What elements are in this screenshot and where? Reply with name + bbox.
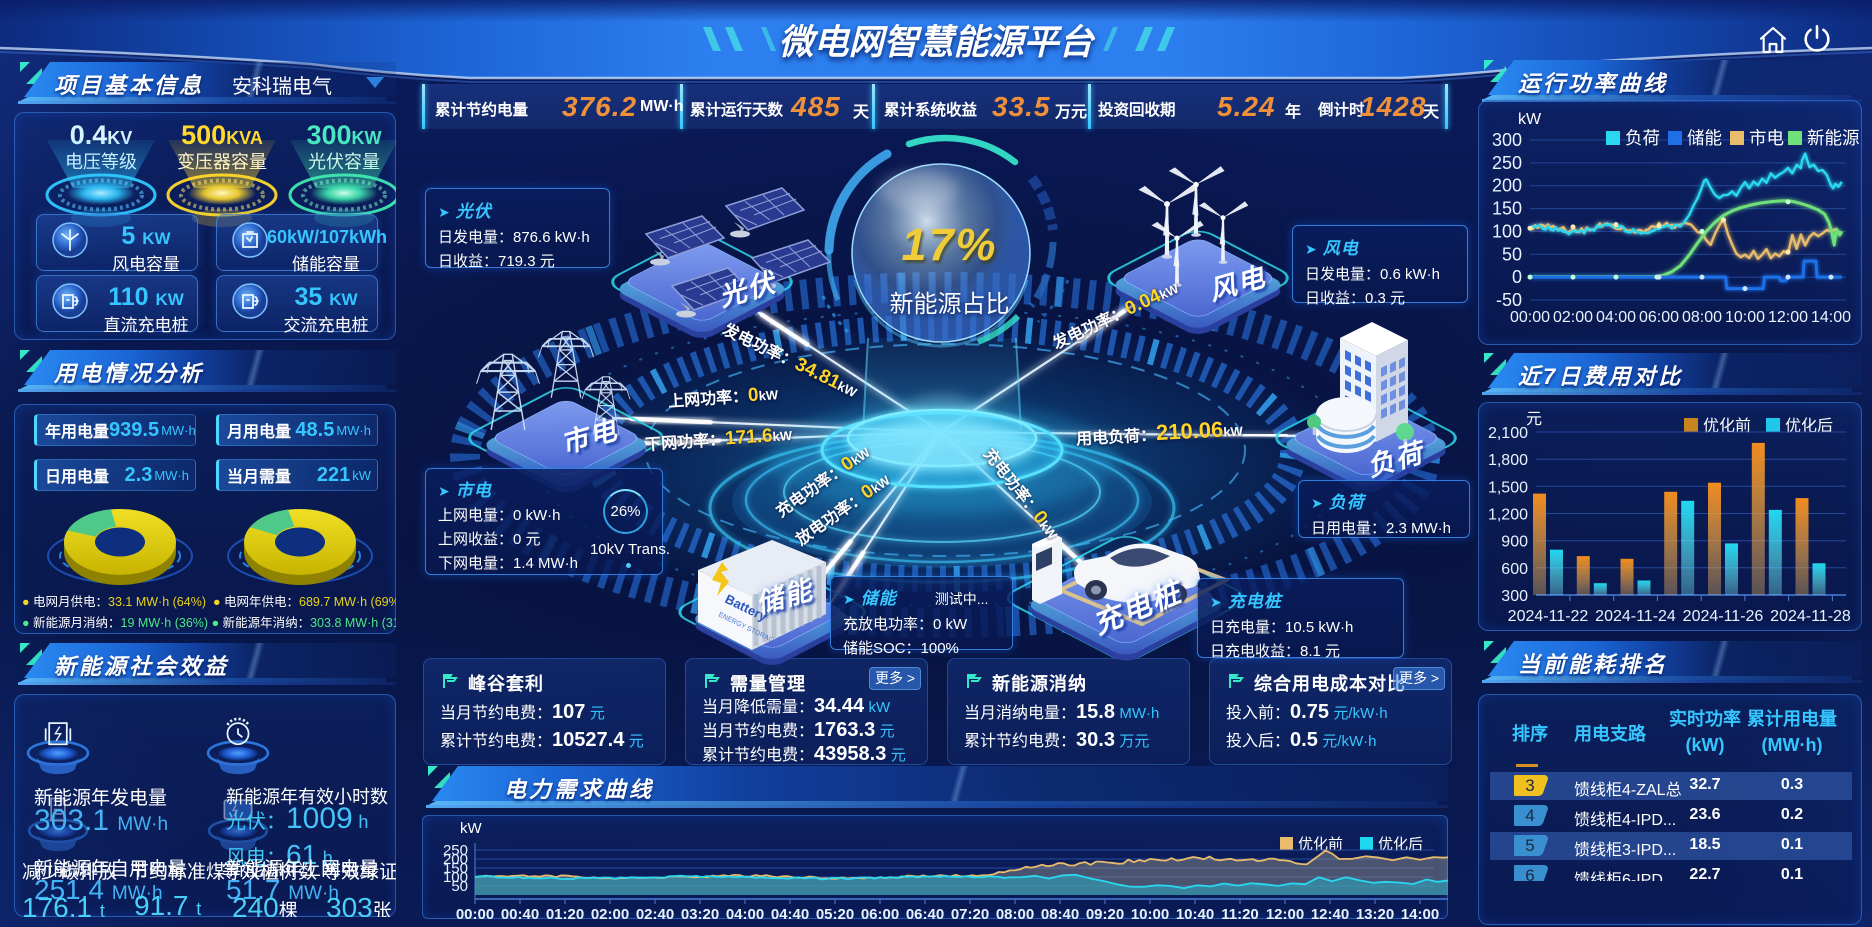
svg-text:100: 100: [443, 869, 468, 886]
svg-text:10:40: 10:40: [1176, 906, 1214, 923]
svg-text:优化前: 优化前: [1703, 417, 1751, 435]
svg-text:10:00: 10:00: [1725, 309, 1765, 326]
svg-text:50: 50: [451, 878, 468, 895]
svg-text:06:00: 06:00: [861, 906, 899, 923]
svg-text:09:20: 09:20: [1086, 906, 1124, 923]
svg-text:300: 300: [1501, 588, 1528, 605]
svg-text:06:00: 06:00: [1639, 309, 1679, 326]
svg-text:2024-11-26: 2024-11-26: [1683, 608, 1764, 625]
svg-text:100: 100: [1492, 221, 1522, 241]
svg-text:1,200: 1,200: [1488, 507, 1528, 524]
svg-text:11:20: 11:20: [1221, 906, 1259, 923]
svg-text:3: 3: [1525, 776, 1534, 795]
svg-text:2024-11-24: 2024-11-24: [1595, 608, 1676, 625]
svg-text:10:00: 10:00: [1131, 906, 1169, 923]
svg-text:储能: 储能: [1687, 128, 1722, 148]
svg-text:12:00: 12:00: [1768, 309, 1808, 326]
svg-text:4: 4: [1525, 806, 1534, 825]
svg-text:12:00: 12:00: [1266, 906, 1304, 923]
svg-text:06:40: 06:40: [906, 906, 944, 923]
svg-text:00:00: 00:00: [456, 906, 494, 923]
svg-text:04:00: 04:00: [726, 906, 764, 923]
svg-text:6: 6: [1525, 866, 1534, 881]
svg-text:13:20: 13:20: [1356, 906, 1394, 923]
svg-text:150: 150: [1492, 199, 1522, 219]
svg-text:元: 元: [1526, 411, 1542, 428]
svg-text:200: 200: [1492, 176, 1522, 196]
svg-text:5: 5: [1525, 836, 1534, 855]
svg-text:08:00: 08:00: [996, 906, 1034, 923]
svg-text:02:40: 02:40: [636, 906, 674, 923]
svg-text:2,100: 2,100: [1488, 425, 1528, 442]
svg-text:150: 150: [443, 860, 468, 877]
svg-text:05:20: 05:20: [816, 906, 854, 923]
svg-text:kW: kW: [1518, 111, 1542, 128]
svg-text:1,800: 1,800: [1488, 452, 1528, 469]
svg-text:12:40: 12:40: [1311, 906, 1349, 923]
svg-text:新能源: 新能源: [1807, 128, 1860, 148]
svg-text:00:00: 00:00: [1510, 309, 1550, 326]
svg-text:负荷: 负荷: [1625, 128, 1660, 148]
svg-text:600: 600: [1501, 561, 1528, 578]
svg-text:优化前: 优化前: [1298, 836, 1343, 853]
svg-text:200: 200: [443, 851, 468, 868]
svg-text:50: 50: [1502, 244, 1522, 264]
svg-text:04:40: 04:40: [771, 906, 809, 923]
svg-text:优化后: 优化后: [1378, 836, 1423, 853]
svg-text:优化后: 优化后: [1785, 417, 1833, 435]
svg-text:01:20: 01:20: [546, 906, 584, 923]
svg-text:250: 250: [1492, 153, 1522, 173]
svg-text:250: 250: [443, 842, 468, 859]
svg-text:03:20: 03:20: [681, 906, 719, 923]
svg-text:市电: 市电: [1749, 128, 1784, 148]
svg-text:04:00: 04:00: [1596, 309, 1636, 326]
svg-text:1,500: 1,500: [1488, 479, 1528, 496]
svg-text:900: 900: [1501, 534, 1528, 551]
svg-text:00:40: 00:40: [501, 906, 539, 923]
svg-text:0: 0: [1512, 267, 1522, 287]
svg-text:02:00: 02:00: [591, 906, 629, 923]
svg-text:-50: -50: [1496, 290, 1522, 310]
svg-text:kW: kW: [460, 820, 483, 837]
svg-text:07:20: 07:20: [951, 906, 989, 923]
svg-text:2024-11-22: 2024-11-22: [1508, 608, 1589, 625]
svg-text:14:00: 14:00: [1401, 906, 1439, 923]
svg-text:2024-11-28: 2024-11-28: [1770, 608, 1851, 625]
svg-text:300: 300: [1492, 130, 1522, 150]
svg-text:08:00: 08:00: [1682, 309, 1722, 326]
svg-text:14:00: 14:00: [1811, 309, 1851, 326]
svg-text:08:40: 08:40: [1041, 906, 1079, 923]
svg-text:02:00: 02:00: [1553, 309, 1593, 326]
